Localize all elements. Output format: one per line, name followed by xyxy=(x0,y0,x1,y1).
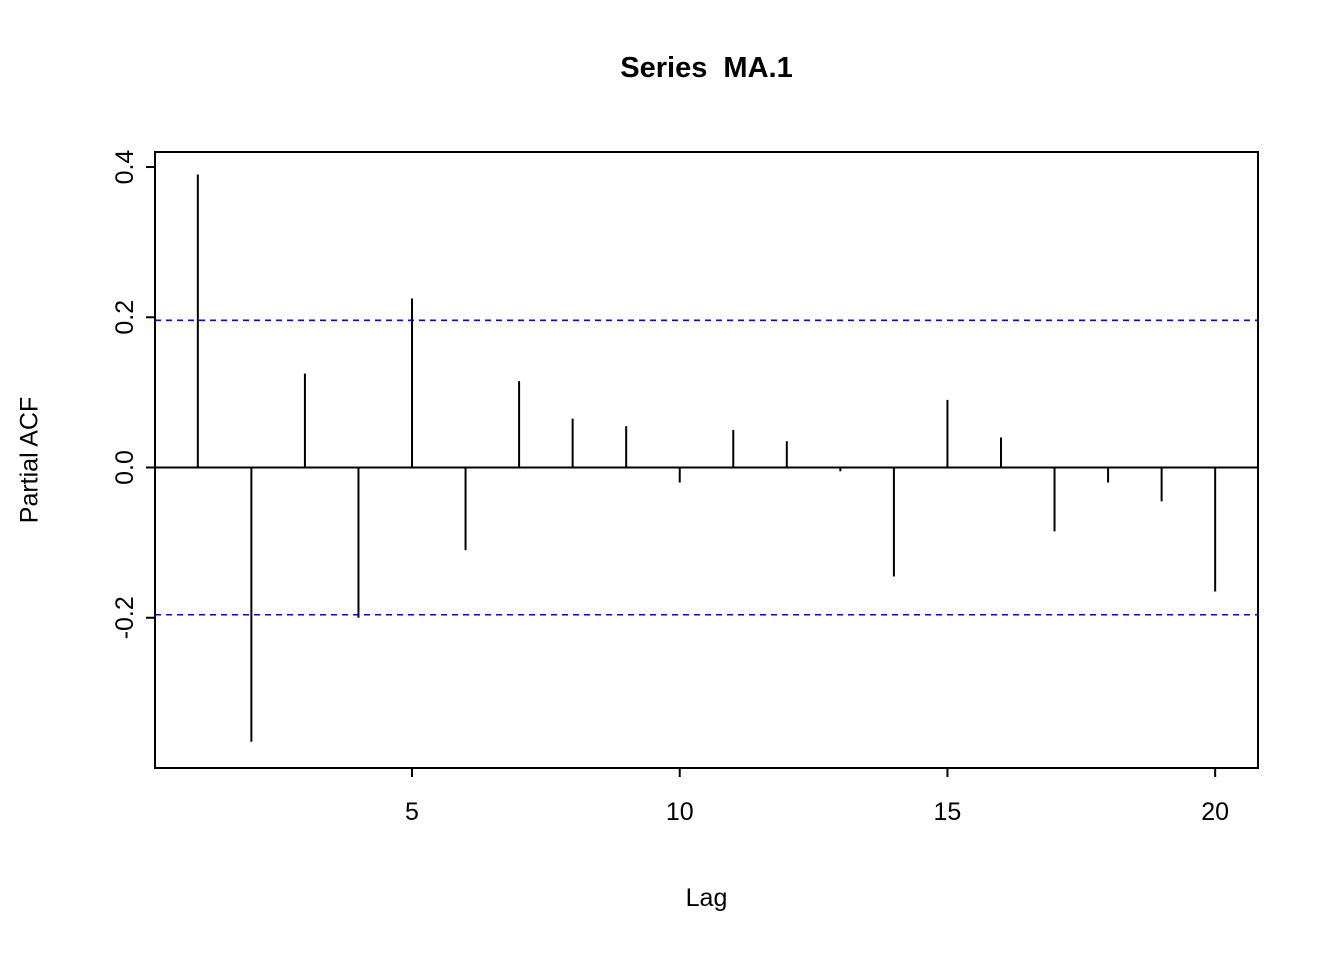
x-tick-label: 5 xyxy=(405,798,419,826)
x-tick-label: 10 xyxy=(666,798,694,826)
x-axis-label: Lag xyxy=(685,884,728,912)
y-tick-label: 0.2 xyxy=(111,300,139,335)
y-tick-label: 0.0 xyxy=(111,450,139,485)
x-tick-label: 20 xyxy=(1201,798,1229,826)
x-tick-label: 15 xyxy=(934,798,962,826)
plot-border xyxy=(154,151,1259,769)
y-tick-label: 0.4 xyxy=(111,150,139,185)
plot-title: Series MA.1 xyxy=(620,52,793,84)
y-tick-label: -0.2 xyxy=(111,596,139,639)
